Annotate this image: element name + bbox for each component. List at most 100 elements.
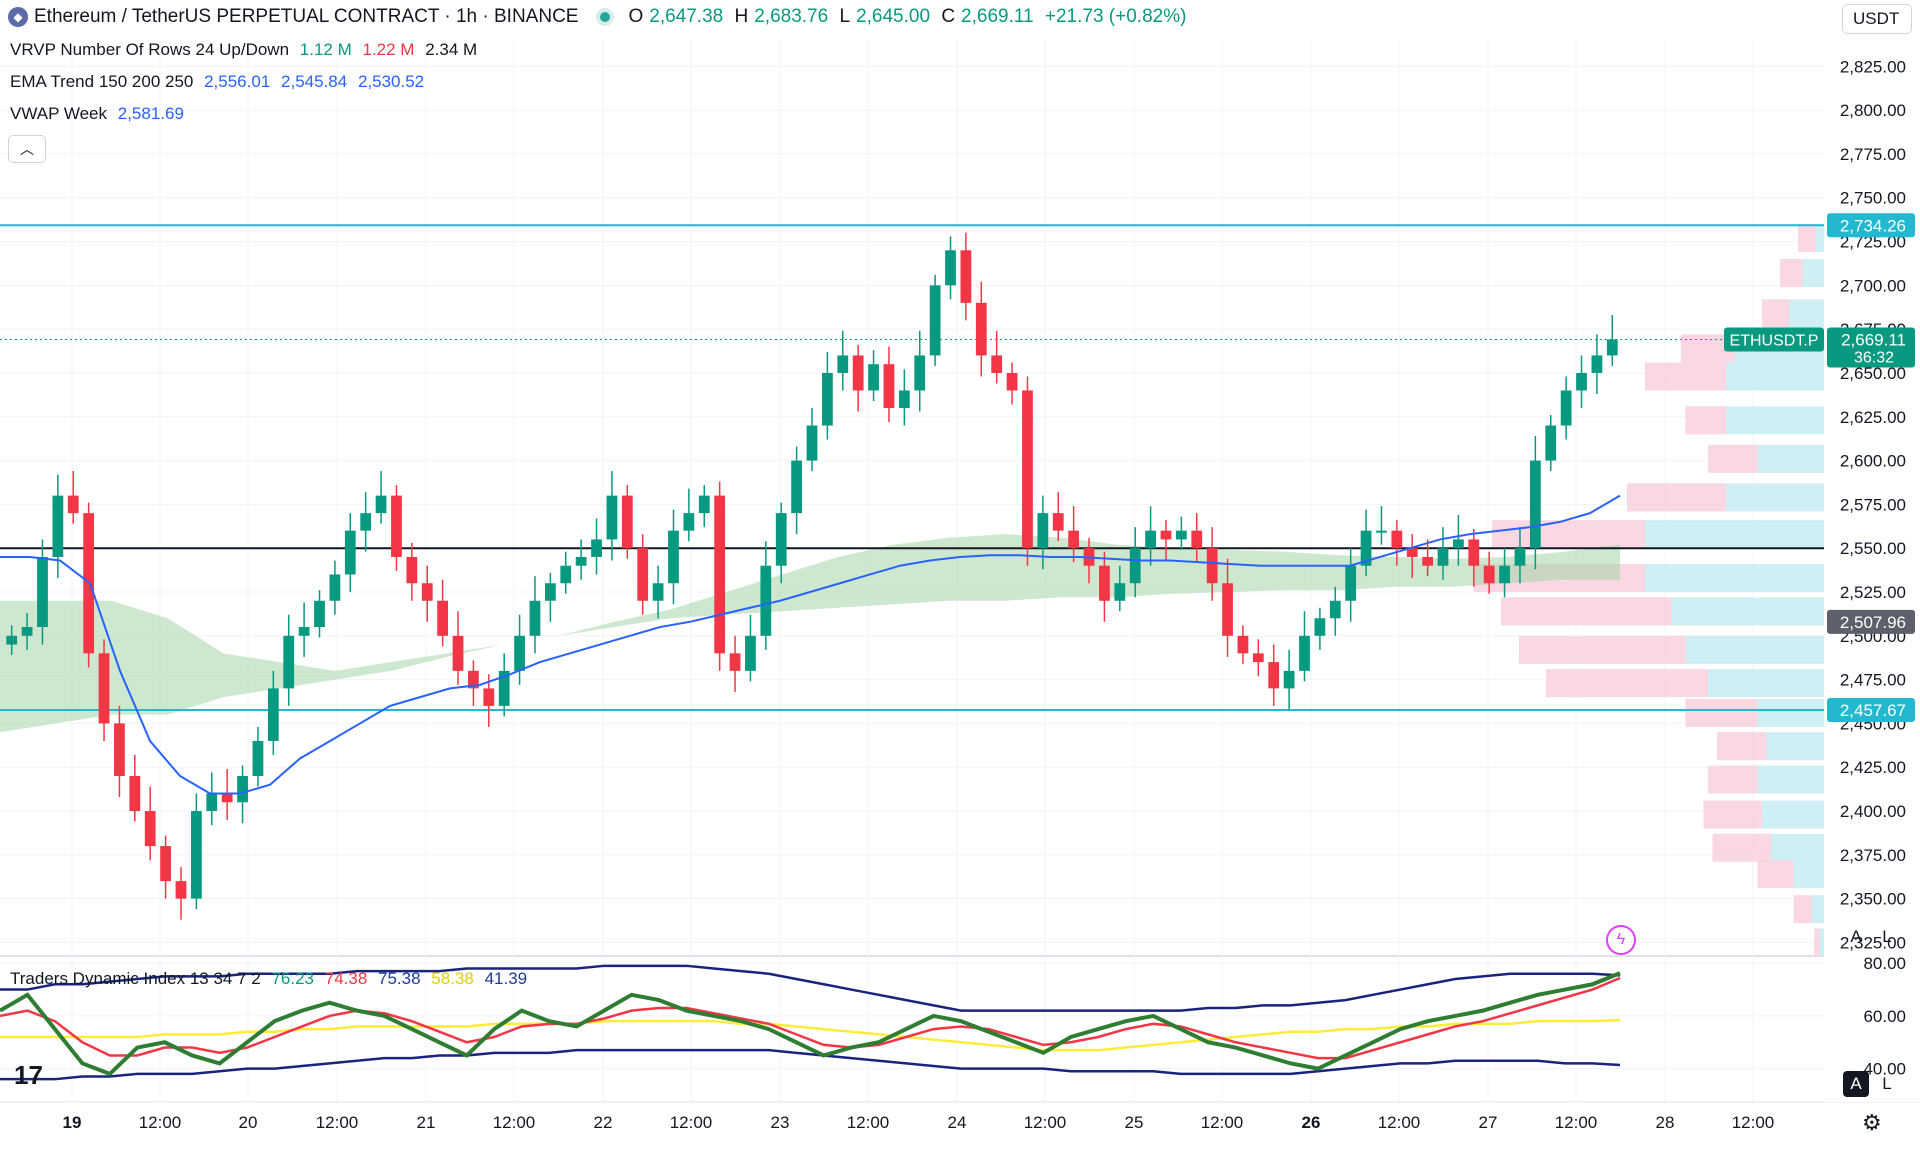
close-value: 2,669.11 bbox=[961, 6, 1034, 27]
price-scale[interactable]: 2,825.002,800.002,775.002,750.002,725.00… bbox=[1724, 0, 1920, 1102]
candle-body bbox=[852, 355, 864, 391]
gear-icon[interactable]: ⚙ bbox=[1862, 1110, 1882, 1135]
candle-body bbox=[791, 460, 802, 514]
vwap-line bbox=[0, 494, 1621, 795]
candle-body bbox=[1175, 530, 1187, 540]
vp-down-bar bbox=[1708, 765, 1758, 794]
candle-body bbox=[468, 670, 479, 689]
candle-body bbox=[67, 495, 79, 514]
vp-up-bar bbox=[1793, 860, 1825, 889]
candle-body bbox=[591, 539, 602, 557]
candle-body bbox=[960, 250, 972, 303]
osc-auto-scale-button[interactable]: A bbox=[1843, 1071, 1869, 1097]
candle-body bbox=[1453, 539, 1464, 549]
time-tick-label: 19 bbox=[63, 1113, 82, 1132]
candle-body bbox=[483, 688, 495, 706]
candle-body bbox=[1237, 635, 1249, 654]
candle-body bbox=[1160, 530, 1172, 540]
time-tick-label: 12:00 bbox=[1024, 1113, 1067, 1132]
candle-body bbox=[1468, 539, 1480, 566]
symbol-title[interactable]: Ethereum / TetherUS PERPETUAL CONTRACT ·… bbox=[34, 6, 579, 27]
price-scale-bg bbox=[1824, 0, 1920, 1102]
vp-up-bar bbox=[1819, 928, 1825, 957]
vp-down-bar bbox=[1712, 833, 1771, 862]
candle-body bbox=[1114, 583, 1126, 601]
candle-body bbox=[698, 495, 710, 514]
tdi-legend[interactable]: Traders Dynamic Index 13 34 7 2 76.23 74… bbox=[10, 969, 528, 988]
tdi-rsi-line bbox=[0, 971, 1621, 1077]
time-tick-label: 12:00 bbox=[493, 1113, 536, 1132]
vp-down-bar bbox=[1685, 406, 1726, 435]
candle-body bbox=[1345, 565, 1357, 601]
candle-body bbox=[1037, 513, 1049, 549]
candle-body bbox=[1376, 530, 1387, 533]
candle-body bbox=[267, 688, 279, 741]
candle-body bbox=[729, 653, 741, 671]
candle-body bbox=[114, 723, 125, 776]
vp-down-bar bbox=[1762, 299, 1789, 328]
log-scale-button[interactable]: L bbox=[1882, 927, 1892, 946]
ema-legend[interactable]: EMA Trend 150 200 250 2,556.01 2,545.84 … bbox=[10, 72, 425, 91]
vwap-legend[interactable]: VWAP Week 2,581.69 bbox=[10, 104, 184, 123]
vp-up-bar bbox=[1757, 444, 1825, 473]
open-value: 2,647.38 bbox=[649, 6, 724, 27]
ema-band-area bbox=[0, 534, 1620, 733]
price-label-text: 2,669.11 bbox=[1841, 330, 1906, 349]
time-tick-label: 23 bbox=[771, 1113, 790, 1132]
collapse-legend-button[interactable]: ︿ bbox=[8, 135, 46, 163]
vp-up-bar bbox=[1766, 732, 1825, 761]
candle-body bbox=[1299, 635, 1310, 671]
candle-body bbox=[1360, 530, 1372, 566]
price-tick-label: 2,575.00 bbox=[1840, 495, 1906, 514]
market-status-icon[interactable] bbox=[600, 12, 611, 22]
candle-body bbox=[1406, 548, 1418, 557]
candle-body bbox=[529, 600, 541, 636]
osc-log-scale-button[interactable]: L bbox=[1882, 1074, 1892, 1093]
tdi-mid-line bbox=[0, 1018, 1621, 1052]
candle-body bbox=[144, 811, 156, 847]
vp-up-bar bbox=[1685, 635, 1825, 664]
vp-up-bar bbox=[1771, 833, 1825, 862]
candle-body bbox=[1314, 618, 1326, 636]
candle-body bbox=[868, 364, 879, 391]
candle-body bbox=[1499, 565, 1510, 584]
osc-tick-label: 80.00 bbox=[1863, 954, 1906, 973]
osc-tick-label: 60.00 bbox=[1863, 1007, 1906, 1026]
lightning-icon[interactable]: ϟ bbox=[1606, 925, 1636, 955]
candle-body bbox=[945, 250, 956, 286]
ema-line bbox=[0, 494, 1621, 795]
price-tick-label: 2,525.00 bbox=[1840, 583, 1906, 602]
price-tick-label: 2,700.00 bbox=[1840, 276, 1906, 295]
countdown-label: 36:32 bbox=[1854, 349, 1894, 366]
time-tick-label: 12:00 bbox=[139, 1113, 182, 1132]
candle-body bbox=[1483, 565, 1495, 584]
price-label-text: 2,734.26 bbox=[1840, 216, 1906, 235]
auto-scale-button[interactable]: A bbox=[1850, 927, 1862, 946]
candle-body bbox=[206, 793, 218, 812]
price-tick-label: 2,400.00 bbox=[1840, 802, 1906, 821]
ohlc-values: O 2,647.38 H 2,683.76 L 2,645.00 C 2,669.11 … bbox=[628, 6, 1187, 27]
vrvp-legend[interactable]: VRVP Number Of Rows 24 Up/Down 1.12 M 1.… bbox=[10, 40, 478, 59]
symbol-tag-text: ETHUSDT.P bbox=[1730, 332, 1819, 349]
price-tick-label: 2,775.00 bbox=[1840, 145, 1906, 164]
candle-body bbox=[637, 548, 649, 601]
candle-body bbox=[898, 390, 910, 408]
time-axis[interactable]: 19 12:00 20 12:00 21 12:00 22 12:00 23 12:00 24 12:… bbox=[63, 1113, 1775, 1132]
currency-button[interactable]: USDT bbox=[1842, 4, 1912, 34]
time-tick-label: 27 bbox=[1479, 1113, 1498, 1132]
time-tick-label: 25 bbox=[1125, 1113, 1144, 1132]
price-tick-label: 2,375.00 bbox=[1840, 846, 1906, 865]
vp-down-bar bbox=[1492, 520, 1645, 549]
candle-body bbox=[1560, 390, 1572, 426]
candle-body bbox=[437, 600, 449, 636]
vp-up-bar bbox=[1645, 520, 1825, 549]
price-tick-label: 2,550.00 bbox=[1840, 539, 1906, 558]
vp-down-bar bbox=[1519, 635, 1686, 664]
vp-down-bar bbox=[1708, 444, 1758, 473]
vp-down-bar bbox=[1757, 860, 1794, 889]
candle-body bbox=[1514, 548, 1526, 566]
candle-body bbox=[1099, 565, 1110, 601]
price-tick-label: 2,425.00 bbox=[1840, 758, 1906, 777]
price-tick-label: 2,750.00 bbox=[1840, 189, 1906, 208]
